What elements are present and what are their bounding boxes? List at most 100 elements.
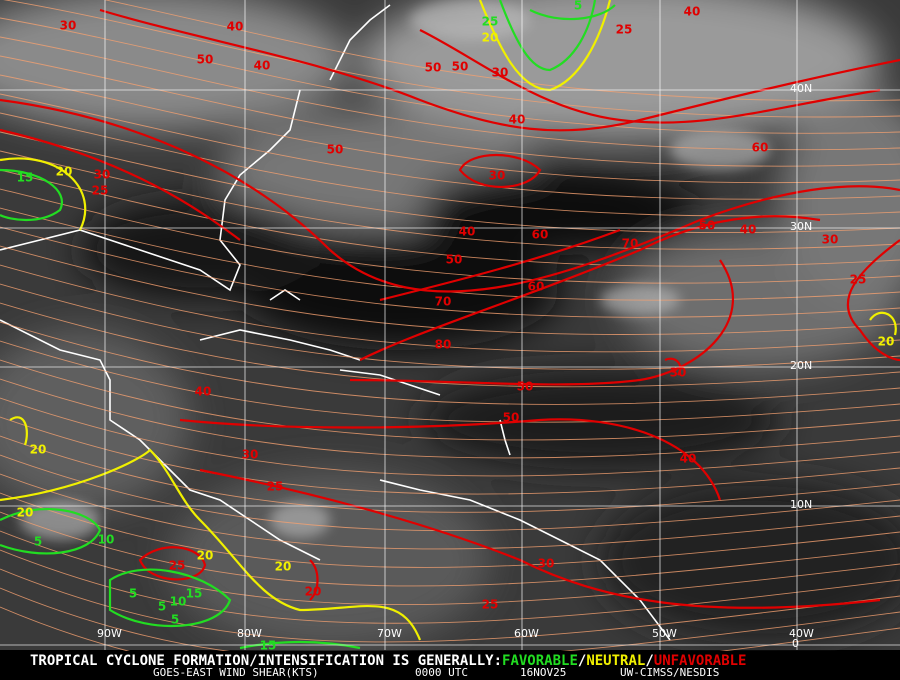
lon-label: 50W (652, 627, 677, 640)
contour-label: 40 (459, 225, 476, 239)
contour-label: 50 (425, 61, 442, 75)
contour-label: 50 (452, 60, 469, 74)
lat-label: 20N (790, 359, 812, 372)
contour-label: 10 (170, 595, 187, 609)
streamline (0, 321, 900, 405)
contour-label: 20 (878, 335, 895, 349)
contour-label: 10 (98, 533, 115, 547)
streamline (0, 454, 900, 532)
contour-label: 25 (482, 598, 499, 612)
footer-product: GOES-EAST WIND SHEAR(KTS) (153, 666, 319, 679)
streamline (103, 0, 900, 102)
lon-label: 60W (514, 627, 539, 640)
streamline (0, 397, 900, 477)
contour-label: 20 (482, 31, 499, 45)
contour-label: 20 (30, 443, 47, 457)
footer-source: UW-CIMSS/NESDIS (620, 666, 719, 679)
footer-favorable: FAVORABLE (502, 653, 578, 669)
contour-label: 30 (94, 168, 111, 182)
lat-label: 10N (790, 498, 812, 511)
contour-label: 20 (197, 549, 214, 563)
footer-line1: TROPICAL CYCLONE FORMATION/INTENSIFICATI… (30, 653, 502, 669)
contour-label: 50 (699, 219, 716, 233)
grid-labels: 40N 30N 20N 10N 0 90W 80W 70W 60W 50W 40… (97, 82, 814, 650)
streamline (0, 549, 900, 624)
contour-label: 60 (752, 141, 769, 155)
satellite-background (0, 0, 900, 650)
contour-label: 5 (574, 0, 582, 13)
contour-label: 30 (60, 19, 77, 33)
streamline (0, 169, 900, 267)
contour-label: 40 (684, 5, 701, 19)
contour-label: 5 (171, 613, 179, 627)
streamline (0, 359, 900, 441)
contour-label: 30 (822, 233, 839, 247)
streamline (0, 207, 900, 301)
contour-label: 5 (158, 600, 166, 614)
contour-label: 20 (56, 165, 73, 179)
contour-label: 30 (242, 448, 259, 462)
lon-label: 90W (97, 627, 122, 640)
contour-label: 25 (267, 480, 284, 494)
streamline (0, 378, 900, 459)
streamline (0, 416, 900, 495)
footer-neutral: NEUTRAL (586, 653, 645, 669)
streamline (0, 188, 900, 284)
contour-label: 50 (503, 411, 520, 425)
contour-label: 30 (489, 169, 506, 183)
lon-label: 80W (237, 627, 262, 640)
contour-label: 70 (622, 237, 639, 251)
contour-label: 25 (616, 23, 633, 37)
streamline (0, 340, 900, 423)
contour-label: 50 (327, 143, 344, 157)
contour-label: 25 (482, 15, 499, 29)
contour-label: 15 (186, 587, 203, 601)
streamline (0, 55, 900, 167)
streamline (0, 245, 900, 335)
contour-label: 40 (740, 223, 757, 237)
streamline (0, 17, 900, 134)
contour-labels: 30 40 50 40 50 50 30 40 25 40 50 30 60 5… (17, 0, 895, 653)
contour-label: 20 (275, 560, 292, 574)
streamline (0, 264, 900, 353)
footer-date: 16NOV25 (520, 666, 566, 679)
contour-label: 15 (17, 171, 34, 185)
contours (0, 0, 900, 650)
streamline (0, 36, 900, 151)
streamline (0, 93, 900, 200)
contour-label: 40 (509, 113, 526, 127)
contour-label: 30 (492, 66, 509, 80)
graticule (0, 0, 900, 650)
contour-label: 15 (260, 639, 277, 653)
footer-time: 0000 UTC (415, 666, 468, 679)
contour-label: 40 (195, 385, 212, 399)
lat-label: 0 (792, 637, 799, 650)
lon-label: 40W (789, 627, 814, 640)
contour-label: 25 (169, 559, 186, 573)
lat-label: 40N (790, 82, 812, 95)
lon-label: 70W (377, 627, 402, 640)
lat-label: 30N (790, 220, 812, 233)
contour-label: 20 (17, 506, 34, 520)
contour-label: 30 (670, 366, 687, 380)
contour-label: 70 (435, 295, 452, 309)
contour-label: 50 (446, 253, 463, 267)
contour-label: 60 (528, 280, 545, 294)
streamline (0, 511, 900, 587)
contour-label: 25 (92, 184, 109, 198)
streamline (0, 74, 900, 184)
contour-label: 80 (435, 338, 452, 352)
contour-label: 40 (680, 452, 697, 466)
contour-label: 40 (227, 20, 244, 34)
footer-sep: / (645, 653, 653, 669)
streamline (3, 0, 900, 118)
streamline (0, 473, 900, 550)
contour-label: 50 (197, 53, 214, 67)
streamline (0, 112, 900, 217)
contour-label: 5 (129, 587, 137, 601)
footer-sep: / (578, 653, 586, 669)
streamline (0, 435, 900, 513)
streamline (0, 568, 900, 643)
